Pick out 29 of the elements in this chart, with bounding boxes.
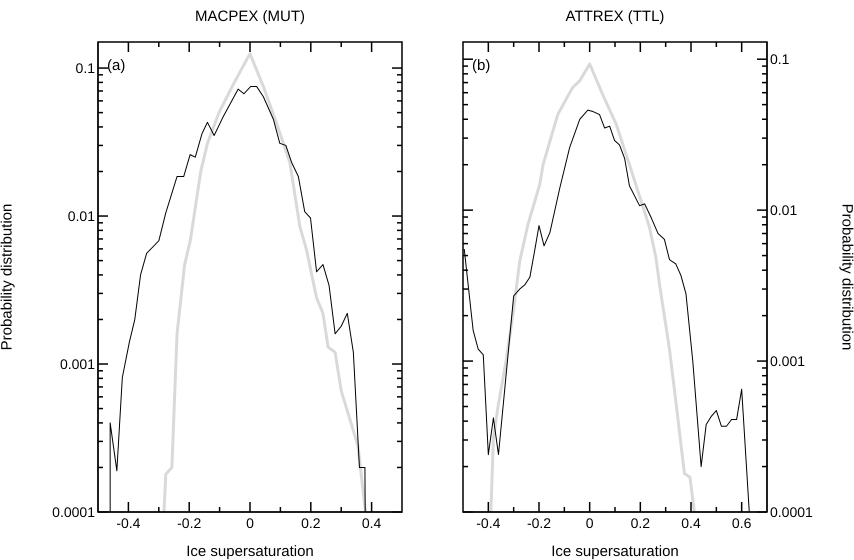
- annotation: (b): [472, 57, 490, 74]
- y-axis-title: Probability distribution: [0, 204, 16, 350]
- x-tick-label: 0.2: [630, 515, 650, 531]
- x-tick-label: -0.4: [116, 515, 141, 531]
- x-tick-label: 0.4: [681, 515, 701, 531]
- y-tick-label: 0.1: [770, 51, 790, 68]
- x-tick-label: -0.2: [177, 515, 202, 531]
- line-series: [489, 62, 696, 512]
- chart-title: ATTREX (TTL): [564, 8, 666, 25]
- y-axis-title: Probability distribution: [838, 204, 854, 350]
- y-tick-label: 0.001: [60, 356, 96, 372]
- y-tick-label: 0.1: [76, 60, 96, 76]
- x-tick-label: 0.2: [301, 515, 321, 531]
- y-tick-label: 0.01: [770, 202, 798, 218]
- y-tick-label: 0.01: [68, 208, 96, 224]
- x-axis-title: Ice supersaturation: [186, 543, 314, 560]
- line-series: [162, 52, 368, 512]
- x-tick-label: 0.4: [362, 515, 382, 531]
- y-tick-label: 0.0001: [52, 504, 96, 520]
- x-tick-label: -0.4: [476, 515, 501, 531]
- x-tick-label: 0: [246, 515, 254, 531]
- x-axis-title: Ice supersaturation: [551, 543, 679, 560]
- chart-title: MACPEX (MUT): [194, 8, 306, 25]
- x-tick-label: -0.2: [526, 515, 552, 531]
- x-tick-label: 0: [586, 515, 594, 531]
- annotation: (a): [107, 57, 126, 74]
- y-tick-label: 0.001: [770, 353, 806, 370]
- y-tick-label: 0.0001: [770, 504, 814, 520]
- x-tick-label: 0.6: [732, 515, 752, 531]
